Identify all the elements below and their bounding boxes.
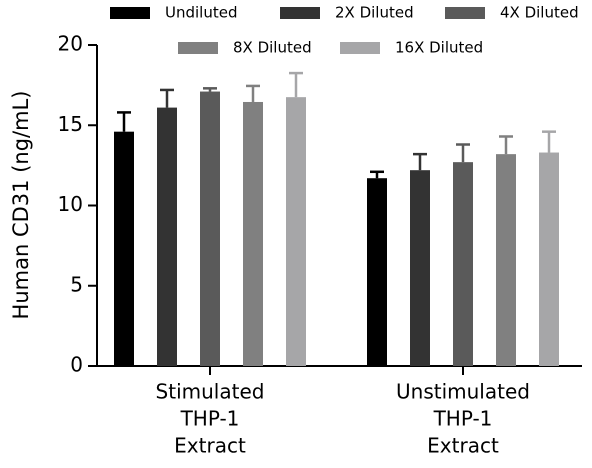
bar [453,162,473,366]
bar [243,101,263,366]
legend-label: Undiluted [165,4,237,22]
x-tick-label: THP-1 [433,407,493,431]
legend-swatch [445,7,485,19]
bar [200,91,220,367]
legend-swatch [178,42,218,54]
legend-swatch [280,7,320,19]
legend-swatch [110,7,150,19]
bar [539,152,559,366]
x-tick-label: Extract [174,434,246,458]
bar [410,170,430,366]
y-tick-label: 10 [58,192,83,216]
y-tick-label: 15 [58,112,83,136]
x-tick-label: Extract [427,434,499,458]
y-axis-label: Human CD31 (ng/mL) [9,91,33,320]
bar [496,154,516,366]
y-tick-label: 20 [58,32,83,56]
y-tick-label: 0 [70,353,83,377]
y-tick-label: 5 [70,272,83,296]
legend-label: 4X Diluted [500,4,579,22]
x-tick-label: Stimulated [156,380,265,404]
bar [367,178,387,366]
bar [114,131,134,366]
bar [286,97,306,366]
bar [157,107,177,366]
legend-label: 2X Diluted [335,4,414,22]
legend-label: 8X Diluted [233,39,312,57]
x-tick-label: THP-1 [180,407,240,431]
legend-label: 16X Diluted [395,39,483,57]
legend-swatch [340,42,380,54]
x-tick-label: Unstimulated [396,380,530,404]
